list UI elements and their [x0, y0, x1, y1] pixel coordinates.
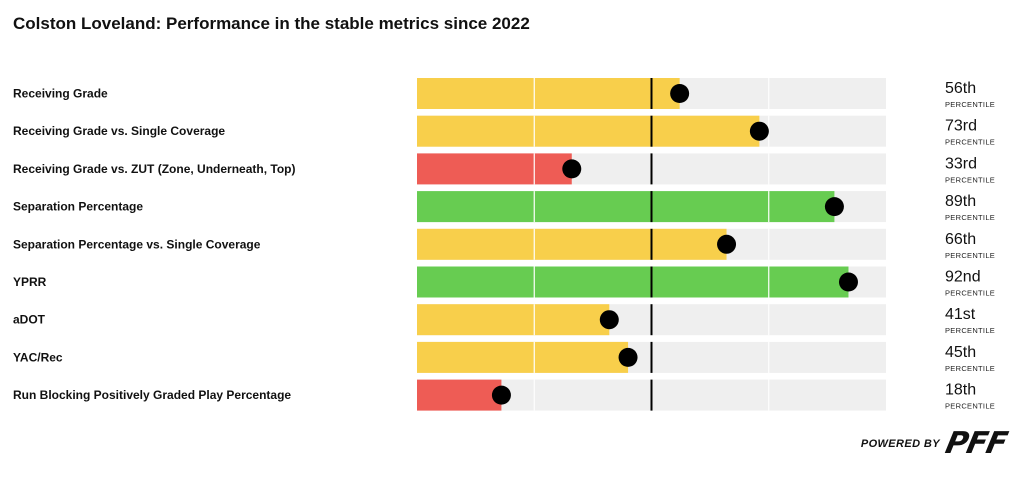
- percentile-marker: [717, 234, 737, 254]
- percentile-unit-label: PERCENTILE: [945, 402, 995, 411]
- percentile-marker: [749, 121, 769, 141]
- percentile-bar: [417, 379, 502, 411]
- percentile-value: 33rd: [945, 155, 977, 172]
- percentile-unit-label: PERCENTILE: [945, 175, 995, 184]
- percentile-bar: [417, 228, 727, 260]
- metric-label: Run Blocking Positively Graded Play Perc…: [13, 388, 291, 402]
- percentile-marker: [491, 385, 511, 405]
- metric-label: YPRR: [13, 275, 47, 289]
- chart-title: Colston Loveland: Performance in the sta…: [13, 14, 530, 33]
- powered-by-label: POWERED BY: [860, 438, 941, 450]
- percentile-marker: [618, 347, 638, 367]
- metric-label: Receiving Grade vs. Single Coverage: [13, 124, 225, 138]
- metric-label: Receiving Grade: [13, 87, 108, 101]
- percentile-marker: [824, 197, 844, 217]
- metric-label: YAC/Rec: [13, 350, 63, 364]
- percentile-unit-label: PERCENTILE: [945, 289, 995, 298]
- percentile-marker: [599, 310, 619, 330]
- percentile-value: 45th: [945, 344, 976, 361]
- metric-label: Separation Percentage: [13, 200, 143, 214]
- percentile-bar: [417, 153, 572, 185]
- pff-logo: PFF: [942, 426, 1010, 461]
- percentile-value: 89th: [945, 193, 976, 210]
- footer-branding: POWERED BY PFF: [860, 426, 1010, 461]
- percentile-bar: [417, 266, 849, 298]
- percentile-unit-label: PERCENTILE: [945, 251, 995, 260]
- percentile-marker: [670, 84, 690, 103]
- percentile-bar: [417, 341, 629, 373]
- percentile-unit-label: PERCENTILE: [945, 213, 995, 222]
- percentile-unit-label: PERCENTILE: [945, 326, 995, 335]
- percentile-marker: [838, 272, 858, 292]
- percentile-bar: [417, 115, 760, 147]
- percentile-unit-label: PERCENTILE: [945, 100, 995, 109]
- percentile-value: 73rd: [945, 118, 977, 135]
- percentile-value: 56th: [945, 80, 976, 97]
- percentile-value: 92nd: [945, 269, 981, 286]
- percentile-value: 18th: [945, 382, 976, 399]
- percentile-value: 66th: [945, 231, 976, 248]
- metric-label: aDOT: [13, 313, 46, 327]
- percentile-value: 41st: [945, 306, 976, 323]
- percentile-unit-label: PERCENTILE: [945, 138, 995, 147]
- percentile-marker: [562, 159, 582, 179]
- percentile-bar: [417, 78, 680, 109]
- percentile-unit-label: PERCENTILE: [945, 364, 995, 373]
- percentile-bar: [417, 191, 835, 223]
- percentile-bar: [417, 304, 610, 336]
- metric-label: Separation Percentage vs. Single Coverag…: [13, 237, 261, 251]
- metric-label: Receiving Grade vs. ZUT (Zone, Underneat…: [13, 162, 295, 176]
